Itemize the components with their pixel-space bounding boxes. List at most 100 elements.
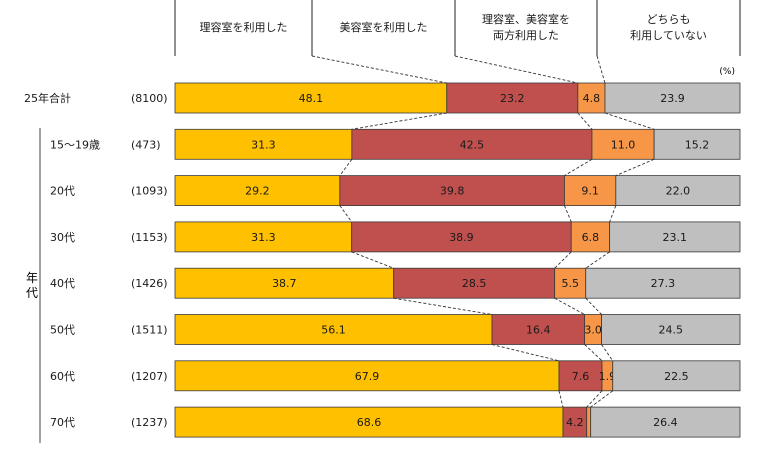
data-label-3-row-2: 11.0 xyxy=(611,138,636,151)
category-label-row-3: 20代 xyxy=(50,185,75,198)
bar-2-row-6 xyxy=(491,314,586,345)
sample-size-row-6: (1511) xyxy=(131,324,168,337)
connector-2-row-5 xyxy=(554,297,585,315)
data-label-1-row-4: 31.3 xyxy=(251,231,276,244)
row-labels: 25年合計 (8100) 15～19歳 (473) 20代 (1093) 30代 (1153)… xyxy=(24,91,168,429)
connector-1-row-6 xyxy=(491,344,560,362)
category-label-row-5: 40代 xyxy=(50,277,75,290)
bar-4-row-8 xyxy=(590,406,741,438)
category-label-row-8: 70代 xyxy=(50,416,75,429)
connector-lines xyxy=(339,112,655,408)
data-label-1-row-7: 67.9 xyxy=(355,370,380,383)
series-header-2: 美容室を利用した xyxy=(340,20,428,34)
data-label-3-row-4: 6.8 xyxy=(582,231,600,244)
connector-3-row-6 xyxy=(601,344,614,362)
bar-4-row-3 xyxy=(615,175,741,207)
data-label-1-row-2: 31.3 xyxy=(251,138,276,151)
bar-3-row-3 xyxy=(564,175,617,207)
data-label-1-row-8: 68.6 xyxy=(357,416,382,429)
data-label-1-row-5: 38.7 xyxy=(272,277,297,290)
connector-1-row-7 xyxy=(558,390,564,408)
data-label-3-row-5: 5.5 xyxy=(561,277,579,290)
bar-2-row-5 xyxy=(393,267,556,299)
connector-2-row-2 xyxy=(564,158,593,176)
series-header-3: 理容室、美容室を両方利用した xyxy=(482,12,570,42)
connector-3-row-5 xyxy=(585,297,602,315)
sample-size-row-4: (1153) xyxy=(131,231,168,244)
bar-3-row-5 xyxy=(554,267,587,299)
bar-1-row-7 xyxy=(174,360,560,392)
connector-3-row-4 xyxy=(585,251,610,269)
connector-2-row-6 xyxy=(584,344,603,362)
connector-1-row-1 xyxy=(351,112,447,130)
category-label-row-4: 30代 xyxy=(50,231,75,244)
connector-1-row-4 xyxy=(351,251,394,269)
data-label-4-row-3: 22.0 xyxy=(666,185,691,198)
header-leader-2 xyxy=(454,55,578,84)
category-label-row-1: 25年合計 xyxy=(24,91,71,105)
data-label-2-row-8: 4.2 xyxy=(566,416,584,429)
bar-1-row-5 xyxy=(174,267,395,299)
connector-2-row-4 xyxy=(554,251,572,269)
category-label-row-7: 60代 xyxy=(50,370,75,383)
connector-3-row-1 xyxy=(604,112,655,130)
bar-3-row-4 xyxy=(570,221,611,253)
bar-2-row-4 xyxy=(351,221,572,253)
data-label-4-row-6: 24.5 xyxy=(659,324,684,337)
data-label-2-row-1: 23.2 xyxy=(500,92,525,105)
bar-2-row-7 xyxy=(558,360,603,392)
connector-1-row-5 xyxy=(393,297,493,315)
bar-4-row-1 xyxy=(604,82,741,114)
bar-2-row-2 xyxy=(351,128,593,160)
data-label-3-row-3: 9.1 xyxy=(581,185,599,198)
bar-4-row-5 xyxy=(585,267,741,299)
bar-3-row-8 xyxy=(586,406,592,438)
bar-3-row-1 xyxy=(577,82,606,114)
sample-size-row-3: (1093) xyxy=(131,185,168,198)
data-label-4-row-8: 26.4 xyxy=(653,416,678,429)
data-label-4-row-1: 23.9 xyxy=(660,92,685,105)
bar-1-row-4 xyxy=(174,221,353,253)
header-leader-3 xyxy=(596,55,606,84)
series-header-4: どちらも利用していない xyxy=(630,13,707,42)
data-label-1-row-1: 48.1 xyxy=(299,92,324,105)
data-label-4-row-5: 27.3 xyxy=(651,277,676,290)
sample-size-row-8: (1237) xyxy=(131,416,168,429)
bar-4-row-6 xyxy=(601,314,741,345)
data-label-2-row-7: 7.6 xyxy=(572,370,590,383)
bar-2-row-3 xyxy=(339,175,565,207)
unit-label: (%) xyxy=(719,67,735,77)
data-label-2-row-2: 42.5 xyxy=(460,138,485,151)
bar-4-row-7 xyxy=(612,360,741,392)
sample-size-row-5: (1426) xyxy=(131,277,168,290)
data-label-3-row-7: 1.9 xyxy=(599,370,617,383)
data-label-4-row-2: 15.2 xyxy=(685,138,710,151)
group-label: 年代 xyxy=(26,271,38,300)
data-label-3-row-6: 3.0 xyxy=(584,324,602,337)
series-header-1: 理容室を利用した xyxy=(200,20,288,34)
data-label-1-row-3: 29.2 xyxy=(245,185,270,198)
bar-1-row-2 xyxy=(174,128,353,160)
sample-size-row-2: (473) xyxy=(131,138,161,151)
connector-2-row-7 xyxy=(586,390,603,408)
sample-size-row-7: (1207) xyxy=(131,370,168,383)
data-label-3-row-1: 4.8 xyxy=(583,92,601,105)
category-label-row-6: 50代 xyxy=(50,324,75,337)
connector-2-row-1 xyxy=(577,112,593,130)
data-label-2-row-5: 28.5 xyxy=(462,277,487,290)
connector-2-row-3 xyxy=(564,205,572,223)
connector-1-row-2 xyxy=(339,159,353,176)
bar-4-row-2 xyxy=(653,128,741,160)
data-label-2-row-3: 39.8 xyxy=(440,185,465,198)
sample-size-row-1: (8100) xyxy=(131,92,168,105)
header-leader-1 xyxy=(311,55,447,84)
connector-3-row-2 xyxy=(615,158,655,177)
connector-1-row-3 xyxy=(339,205,353,223)
connector-3-row-7 xyxy=(590,390,614,408)
bar-1-row-1 xyxy=(174,82,448,114)
data-label-2-row-6: 16.4 xyxy=(526,324,551,337)
data-label-4-row-7: 22.5 xyxy=(664,370,689,383)
bar-4-row-4 xyxy=(609,221,741,253)
data-label-4-row-4: 23.1 xyxy=(663,231,688,244)
bar-1-row-6 xyxy=(174,314,493,345)
